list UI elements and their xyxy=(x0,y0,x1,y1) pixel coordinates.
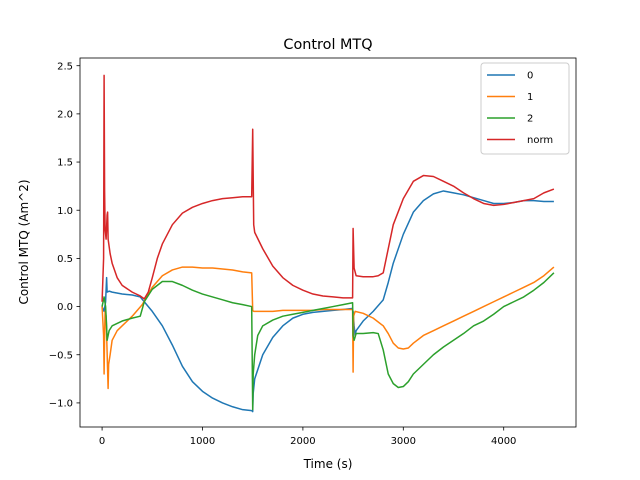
y-tick-label: 0.5 xyxy=(57,254,73,265)
x-tick-label: 1000 xyxy=(190,436,215,447)
x-axis-label: Time (s) xyxy=(303,457,353,471)
y-tick-label: 2.0 xyxy=(57,109,73,120)
legend-label-0: 0 xyxy=(527,71,533,82)
plot-area-frame xyxy=(79,57,577,428)
x-tick-label: 2000 xyxy=(290,436,315,447)
series-line-2 xyxy=(101,272,555,411)
chart-title: Control MTQ xyxy=(283,37,372,53)
legend-label-1: 1 xyxy=(527,92,533,103)
series-line-1 xyxy=(101,266,555,390)
y-tick-label: 2.5 xyxy=(57,61,73,72)
y-tick-label: 0.0 xyxy=(57,302,73,313)
x-tick-label: 0 xyxy=(99,436,105,447)
legend-box xyxy=(480,62,570,155)
x-tick-label: 4000 xyxy=(491,436,516,447)
y-tick-label: 1.0 xyxy=(57,206,73,217)
series-line-norm xyxy=(101,74,555,302)
legend: 0 1 2 norm xyxy=(480,62,570,155)
y-axis: −1.0 −0.5 0.0 0.5 1.0 1.5 2.0 2.5 xyxy=(49,61,80,410)
x-axis: 0 1000 2000 3000 4000 xyxy=(99,427,516,447)
legend-label-norm: norm xyxy=(527,135,553,146)
y-tick-label: 1.5 xyxy=(57,158,73,169)
y-tick-label: −0.5 xyxy=(49,350,73,361)
x-tick-label: 3000 xyxy=(391,436,416,447)
legend-label-2: 2 xyxy=(527,114,533,125)
plot-lines xyxy=(101,74,555,413)
y-axis-label: Control MTQ (Am^2) xyxy=(17,179,31,304)
y-tick-label: −1.0 xyxy=(49,399,73,410)
